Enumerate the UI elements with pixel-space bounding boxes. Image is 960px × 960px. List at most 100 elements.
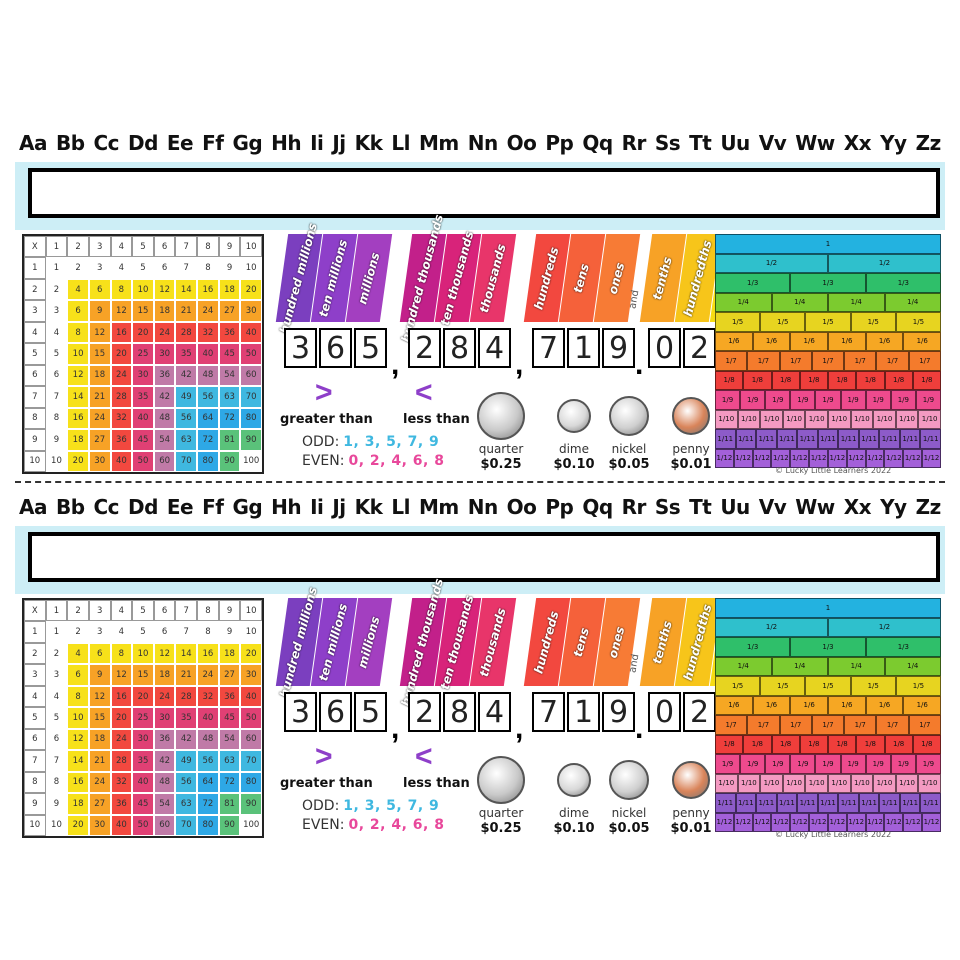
place-value-digit: 9	[602, 328, 635, 368]
fraction-cell: 1/5	[715, 676, 761, 696]
fraction-cell: 1/10	[715, 773, 738, 793]
place-value-label: ones	[605, 260, 628, 296]
place-value-digit: 9	[602, 692, 635, 732]
coin-value: $0.05	[608, 821, 650, 836]
mult-cell: 4	[110, 600, 133, 622]
place-value-label: thousands	[476, 605, 509, 678]
mult-cell: 10	[240, 600, 262, 622]
mult-cell: 27	[218, 300, 241, 322]
mult-cell: 48	[153, 407, 176, 430]
place-value-separator: ,	[391, 348, 400, 381]
fraction-row: 1/12 1/12 1/12 1/12 1/12 1/12 1/12 1/12 1/12 1/12…	[715, 448, 941, 468]
mult-cell: 1	[24, 257, 46, 279]
mult-cell: X	[24, 600, 46, 622]
mult-cell: 42	[175, 364, 198, 387]
name-box[interactable]	[28, 168, 940, 218]
mult-cell: 2	[24, 278, 46, 301]
fraction-cell: 1/6	[828, 331, 866, 351]
mult-cell: 5	[132, 600, 154, 622]
fraction-cell: 1/5	[805, 312, 851, 332]
coin-value: $0.01	[670, 457, 712, 472]
and-label: and	[627, 289, 642, 310]
fraction-cell: 1/11	[715, 429, 736, 449]
mult-cell: 16	[67, 771, 89, 794]
mult-cell: 20	[240, 642, 262, 665]
mult-cell: 30	[132, 728, 154, 751]
mult-cell: 49	[175, 750, 198, 772]
mult-cell: 4	[24, 321, 46, 344]
mult-cell: 63	[218, 386, 241, 408]
mult-cell: 32	[110, 407, 133, 430]
mult-cell: 80	[197, 450, 219, 472]
fraction-cell: 1/11	[899, 429, 921, 449]
place-value-digit: 4	[478, 328, 511, 368]
mult-cell: 12	[110, 664, 133, 686]
mult-cell: 90	[240, 429, 262, 451]
mult-cell: 1	[45, 621, 68, 643]
place-value-label: tens	[570, 625, 593, 658]
mult-cell: 56	[175, 407, 198, 430]
mult-cell: 10	[67, 707, 89, 729]
mult-cell: 90	[218, 450, 241, 472]
fraction-cell: 1/9	[865, 390, 891, 410]
odd-numbers: ODD: 1, 3, 5, 7, 9	[302, 798, 439, 814]
alphabet-letter: Vv	[758, 131, 787, 155]
quarter-coin-icon	[477, 756, 525, 804]
coin-name: quarter	[478, 442, 524, 456]
mult-cell: 24	[110, 728, 133, 751]
fraction-row: 1/12 1/12 1/12 1/12 1/12 1/12 1/12 1/12 1/12 1/12…	[715, 812, 941, 832]
mult-cell: 40	[197, 343, 219, 365]
mult-cell: 1	[45, 600, 68, 622]
even-label: EVEN:	[302, 817, 345, 833]
fraction-cell: 1/12	[865, 448, 885, 468]
fraction-cell: 1/7	[747, 715, 780, 735]
fraction-cell: 1/11	[920, 793, 942, 813]
mult-cell: 45	[218, 707, 241, 729]
name-box[interactable]	[28, 532, 940, 582]
fraction-cell: 1/12	[846, 812, 866, 832]
fraction-cell: 1/9	[915, 390, 941, 410]
mult-cell: 8	[197, 236, 219, 258]
mult-cell: 16	[67, 407, 89, 430]
fraction-cell: 1/4	[771, 292, 828, 312]
alphabet-letter: Cc	[93, 131, 120, 155]
mult-cell: 3	[88, 621, 111, 643]
fraction-cell: 1/12	[809, 812, 828, 832]
mult-cell: 9	[218, 236, 241, 258]
place-value-digit: 4	[478, 692, 511, 732]
fraction-cell: 1/12	[715, 448, 734, 468]
mult-cell: 4	[110, 236, 133, 258]
fraction-cell: 1/10	[737, 409, 761, 429]
fraction-cell: 1/3	[790, 273, 866, 293]
mult-cell: 49	[175, 386, 198, 408]
fraction-cell: 1/12	[827, 812, 847, 832]
coin-name: dime	[558, 442, 590, 456]
place-value-digit: 6	[319, 692, 352, 732]
mult-cell: 56	[175, 771, 198, 794]
alphabet-letter: Kk	[354, 495, 383, 519]
fraction-cell: 1/12	[733, 812, 753, 832]
fraction-cell: 1/10	[760, 409, 783, 429]
alphabet-letter: Dd	[128, 495, 158, 519]
fraction-cell: 1/8	[799, 370, 828, 390]
mult-cell: 24	[197, 664, 219, 686]
alphabet-letter: Hh	[271, 131, 302, 155]
fraction-cell: 1/6	[903, 695, 942, 715]
mult-cell: 40	[110, 450, 133, 472]
mult-cell: 15	[132, 300, 154, 322]
mult-cell: 81	[218, 793, 241, 815]
mult-cell: 7	[175, 236, 198, 258]
mult-cell: 6	[24, 364, 46, 387]
fraction-cell: 1/4	[828, 292, 885, 312]
alphabet-letter: Ww	[795, 131, 835, 155]
fraction-cell: 1/12	[771, 448, 791, 468]
alphabet-letter: Bb	[55, 495, 85, 519]
place-value-label: tenths	[650, 254, 675, 301]
fraction-row: 1/4 1/4 1/4 1/4	[715, 292, 941, 312]
mult-cell: 36	[110, 793, 133, 815]
fraction-cell: 1/12	[922, 448, 941, 468]
mult-cell: 3	[45, 664, 68, 686]
fraction-cell: 1/10	[805, 773, 828, 793]
fraction-cell: 1/10	[827, 773, 851, 793]
mult-cell: 6	[67, 664, 89, 686]
